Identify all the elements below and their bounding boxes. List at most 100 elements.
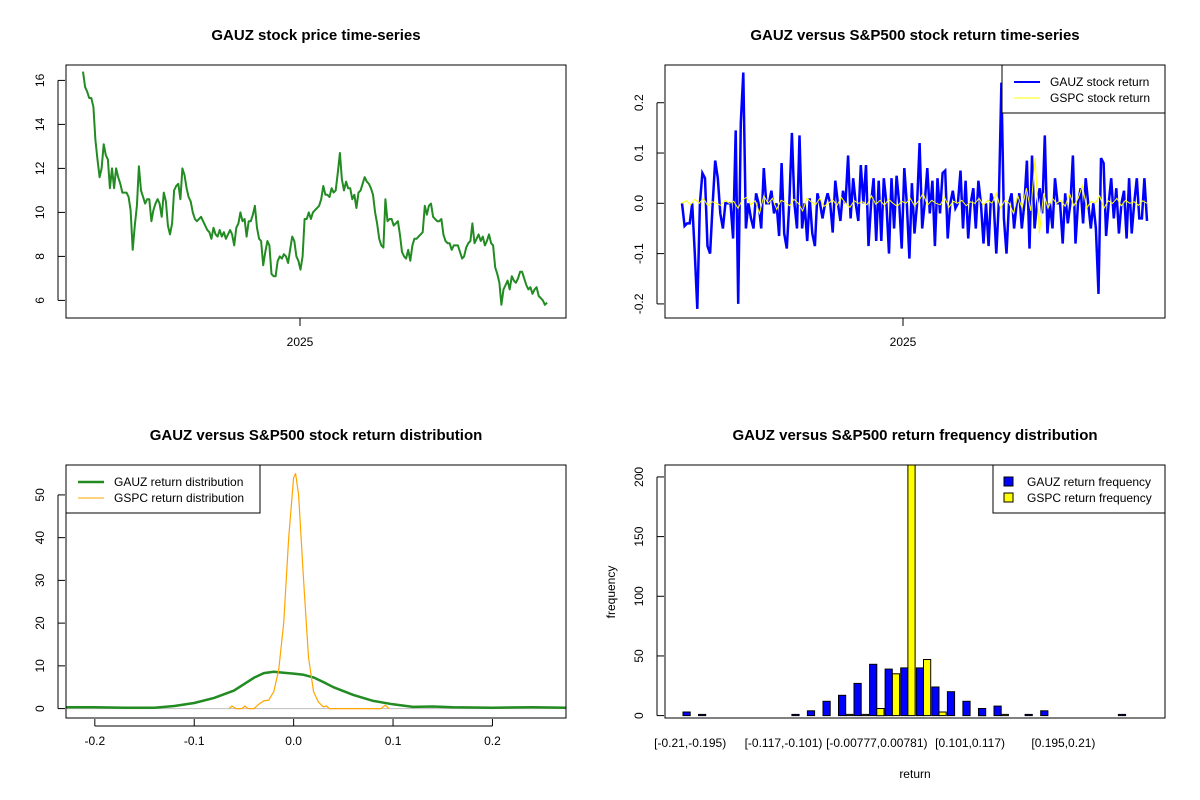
histogram-y-tick-label: 0 [632, 712, 646, 719]
returns-legend-gspc-label: GSPC stock return [1050, 91, 1150, 105]
density-y-tick-label: 30 [33, 573, 47, 587]
histogram-gauz-bar [978, 708, 987, 717]
histogram-x-axis: [-0.21,-0.195) [-0.117,-0.101) [-0.00777,0… [654, 736, 1095, 750]
density-x-tick-label: 0.1 [385, 734, 402, 748]
price-y-tick-label: 8 [33, 253, 47, 260]
price-y-tick-label: 12 [33, 161, 47, 175]
histogram-y-tick-label: 150 [632, 526, 646, 546]
histogram-gauz-bar [822, 700, 831, 717]
price-panel: GAUZ stock price time-series 6810121416 … [33, 27, 567, 349]
density-x-tick-label: -0.2 [84, 734, 105, 748]
histogram-gauz-bar [806, 710, 816, 717]
density-plot-area [66, 472, 567, 710]
histogram-legend-gspc-swatch [1003, 492, 1014, 503]
histogram-x-tick-label: [0.195,0.21) [1031, 736, 1095, 750]
density-panel: GAUZ versus S&P500 stock return distribu… [33, 427, 567, 748]
density-x-tick-label: 0.0 [285, 734, 302, 748]
density-gauz-curve [66, 670, 567, 709]
returns-y-tick-label: 0.0 [632, 195, 646, 212]
price-x-tick-label: 2025 [287, 335, 314, 349]
histogram-gspc-bar [907, 464, 916, 717]
histogram-gauz-bar [791, 713, 800, 717]
histogram-x-tick-label: [-0.21,-0.195) [654, 736, 726, 750]
density-y-tick-label: 50 [33, 488, 47, 502]
density-legend: GAUZ return distribution GSPC return dis… [65, 464, 261, 514]
density-y-tick-label: 40 [33, 531, 47, 545]
density-plot-frame [65, 464, 567, 719]
histogram-gauz-bar [698, 713, 707, 717]
histogram-gspc-bar [876, 708, 885, 717]
returns-y-tick-label: 0.2 [632, 94, 646, 111]
histogram-y-tick-label: 100 [632, 586, 646, 606]
density-y-tick-label: 0 [33, 705, 47, 712]
density-y-tick-label: 10 [33, 659, 47, 673]
density-legend-gauz-label: GAUZ return distribution [114, 475, 243, 489]
price-y-tick-label: 10 [33, 205, 47, 219]
histogram-y-axis-label: frequency [604, 566, 618, 619]
price-plot-area [82, 71, 548, 306]
density-x-axis: -0.2 -0.1 0.0 0.1 0.2 [84, 719, 501, 748]
histogram-gspc-bar [938, 711, 947, 717]
density-y-axis: 0 10 20 30 40 50 [33, 488, 65, 712]
histogram-x-tick-label: [-0.00777,0.00781) [826, 736, 927, 750]
price-series-line [82, 71, 548, 306]
price-y-tick-label: 14 [33, 117, 47, 131]
histogram-gspc-bar [845, 713, 854, 717]
returns-x-tick-label: 2025 [890, 335, 917, 349]
histogram-y-tick-label: 50 [632, 649, 646, 663]
histogram-gauz-bar [838, 694, 847, 717]
returns-plot-area [680, 72, 1149, 309]
price-y-axis: 6 8 10 12 14 16 [33, 73, 65, 304]
histogram-gauz-bar [915, 667, 924, 717]
density-chart-title: GAUZ versus S&P500 stock return distribu… [150, 427, 483, 444]
returns-y-tick-label: -0.1 [632, 243, 646, 264]
returns-panel: GAUZ versus S&P500 stock return time-ser… [632, 27, 1166, 349]
histogram-y-axis: 0 50 100 150 200 [632, 467, 664, 719]
returns-y-tick-label: -0.2 [632, 293, 646, 314]
histogram-legend: GAUZ return frequency GSPC return freque… [992, 464, 1166, 514]
histogram-gspc-bar [923, 659, 932, 717]
histogram-chart-title: GAUZ versus S&P500 return frequency dist… [732, 427, 1097, 444]
returns-gspc-line [681, 158, 1148, 234]
returns-plot-frame [664, 64, 1166, 319]
returns-legend-gauz-label: GAUZ stock return [1050, 75, 1149, 89]
density-y-tick-label: 20 [33, 616, 47, 630]
density-x-tick-label: 0.2 [484, 734, 501, 748]
returns-legend-box [1001, 64, 1166, 114]
histogram-legend-gspc-label: GSPC return frequency [1027, 491, 1152, 505]
density-legend-gspc-label: GSPC return distribution [114, 491, 244, 505]
histogram-gauz-bar [884, 668, 893, 717]
histogram-gauz-bar [1040, 710, 1049, 717]
histogram-y-tick-label: 200 [632, 467, 646, 487]
histogram-legend-gauz-swatch [1003, 476, 1014, 487]
histogram-gspc-bar [891, 673, 901, 717]
histogram-gauz-bar [931, 686, 940, 717]
histogram-gauz-bar [993, 705, 1002, 717]
price-chart-title: GAUZ stock price time-series [211, 27, 420, 44]
returns-y-tick-label: 0.1 [632, 144, 646, 161]
density-gspc-curve [228, 472, 390, 710]
returns-chart-title: GAUZ versus S&P500 stock return time-ser… [750, 27, 1079, 44]
histogram-gauz-bar [853, 682, 862, 717]
histogram-x-axis-label: return [899, 767, 930, 781]
returns-legend: GAUZ stock return GSPC stock return [1001, 64, 1166, 114]
histogram-gauz-bar [962, 700, 971, 717]
histogram-gauz-bar [682, 711, 691, 717]
price-plot-frame [65, 64, 567, 319]
histogram-panel: GAUZ versus S&P500 return frequency dist… [604, 427, 1166, 781]
histogram-gauz-bar [900, 667, 909, 717]
histogram-legend-gauz-label: GAUZ return frequency [1027, 475, 1151, 489]
price-y-tick-label: 6 [33, 297, 47, 304]
returns-y-axis: -0.2 -0.1 0.0 0.1 0.2 [632, 94, 664, 314]
histogram-gspc-bar [1000, 713, 1009, 717]
price-y-tick-label: 16 [33, 73, 47, 87]
histogram-plot-area [682, 464, 1127, 717]
histogram-x-tick-label: [0.101,0.117) [935, 736, 1005, 750]
histogram-legend-box [992, 464, 1166, 514]
histogram-x-tick-label: [-0.117,-0.101) [745, 736, 823, 750]
histogram-gauz-bar [1024, 713, 1033, 717]
density-x-tick-label: -0.1 [184, 734, 205, 748]
density-legend-box [65, 464, 261, 514]
